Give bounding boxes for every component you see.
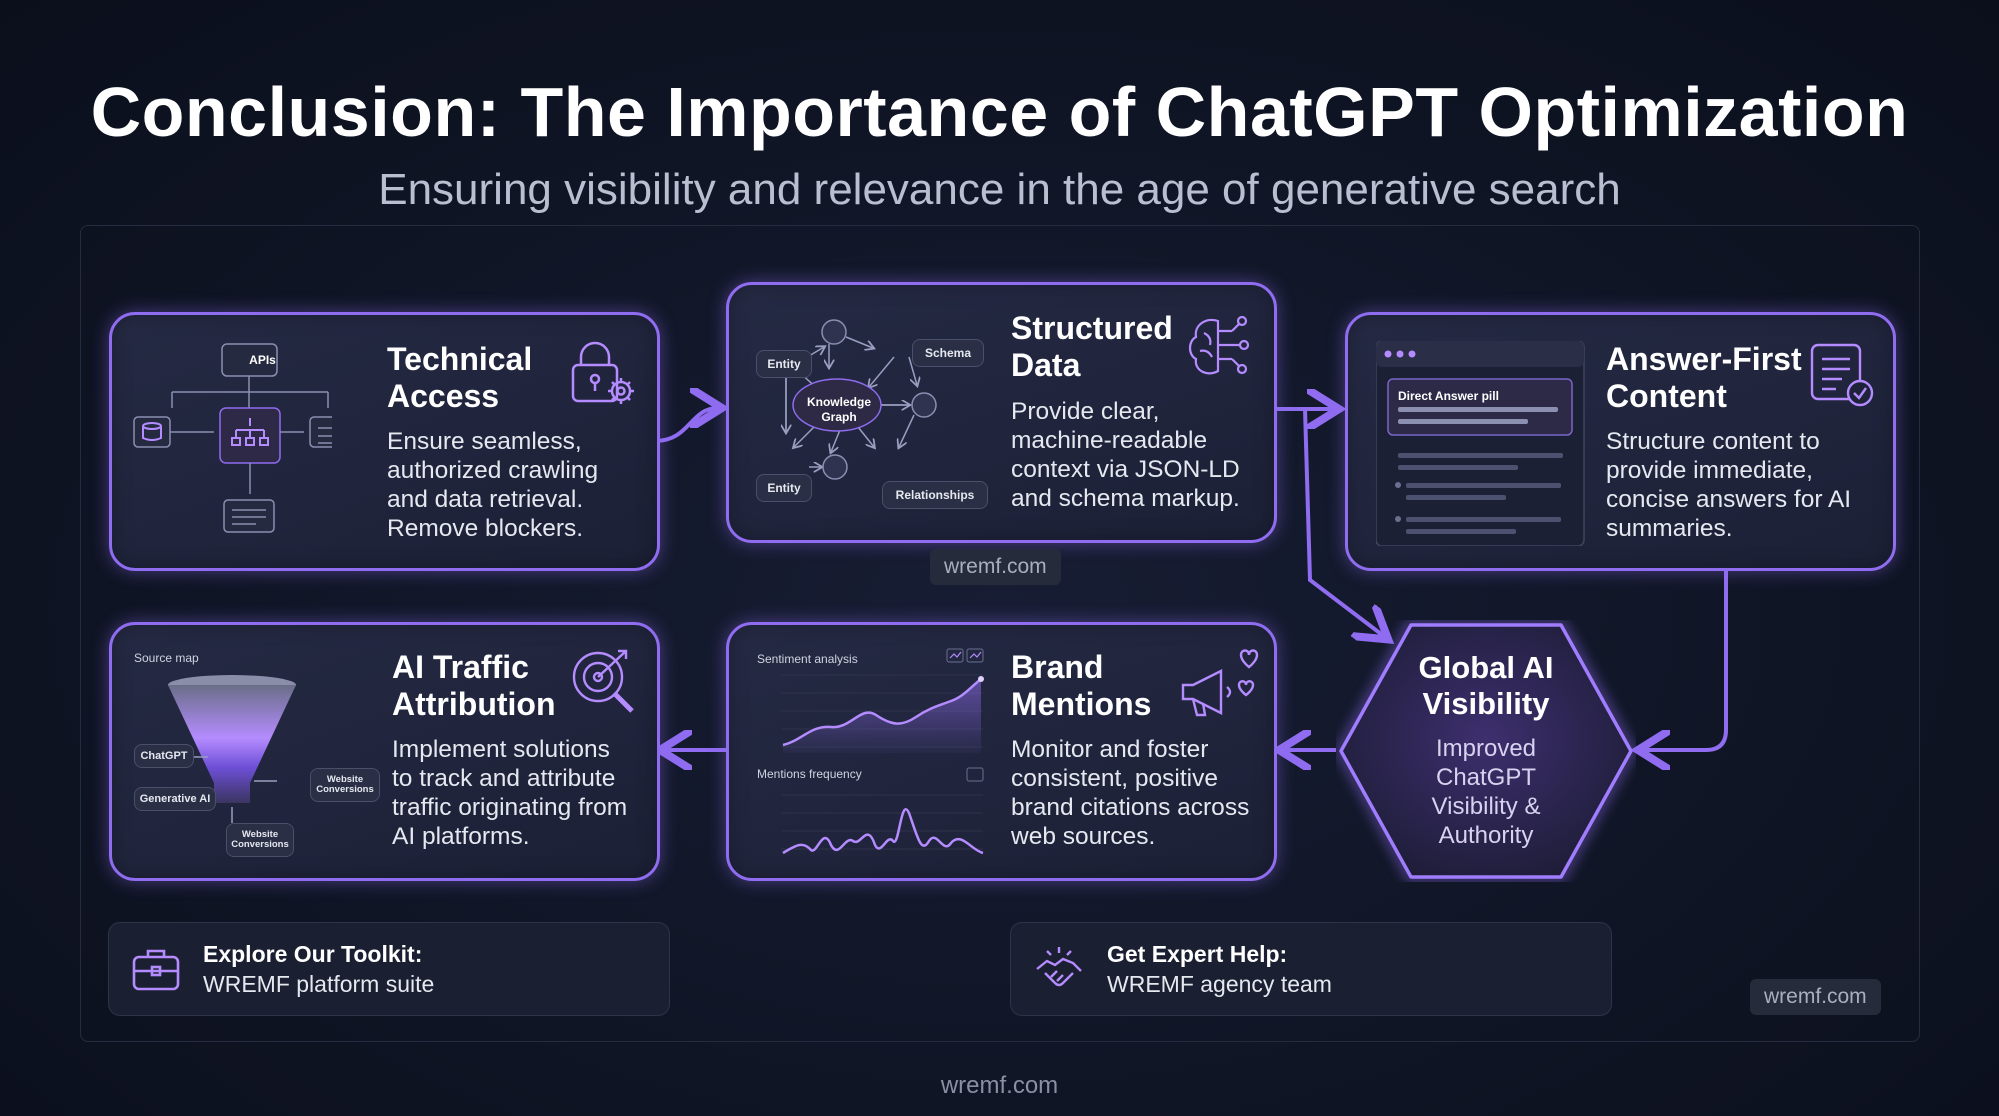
- answer-first-title: Answer-First Content: [1606, 341, 1802, 414]
- handshake-icon: [1036, 947, 1082, 987]
- toolkit-title: Explore Our Toolkit:: [203, 941, 423, 967]
- global-ai-visibility-hexagon: Global AI Visibility Improved ChatGPT Visib…: [1336, 620, 1636, 882]
- expert-help-callout[interactable]: Get Expert Help: WREMF agency team: [1010, 922, 1612, 1016]
- source-map-label: Source map: [134, 651, 199, 665]
- relationships-node: Relationships: [882, 481, 988, 509]
- sentiment-analysis-label: Sentiment analysis: [757, 652, 858, 666]
- technical-access-card: APIs Technical Access Ensure seamless, aut…: [109, 312, 660, 571]
- toolkit-subtitle: WREMF platform suite: [203, 971, 435, 997]
- ai-traffic-desc: Implement solutions to track and attribut…: [392, 736, 628, 850]
- entity-node-top: Entity: [756, 350, 812, 378]
- technical-access-desc: Ensure seamless, authorized crawling and d…: [387, 428, 599, 542]
- crawl-architecture-diagram: [133, 343, 332, 533]
- page-title: Conclusion: The Importance of ChatGPT Op…: [90, 73, 1909, 151]
- brand-mentions-card: Sentiment analysis Mentions frequency Br…: [726, 622, 1277, 881]
- global-ai-desc: Improved ChatGPT Visibility & Authority: [1431, 735, 1541, 849]
- structured-data-card: Entity Schema Knowledge Graph Entity Rela…: [726, 282, 1277, 543]
- watermark-center: wremf.com: [930, 549, 1061, 585]
- global-ai-title: Global AI Visibility: [1418, 650, 1554, 721]
- direct-answer-pill: Direct Answer pill: [1398, 389, 1499, 403]
- structured-data-desc: Provide clear, machine-readable context vi…: [1011, 398, 1240, 512]
- diagram-frame: [80, 225, 1920, 1042]
- ai-traffic-title: AI Traffic Attribution: [392, 649, 556, 722]
- arrow-technical-to-structured: [654, 408, 718, 443]
- briefcase-icon: [132, 949, 180, 991]
- apis-node-label: APIs: [249, 353, 276, 367]
- funnel-diagram: [168, 675, 296, 823]
- answer-first-card: Direct Answer pill Answer-First Content S…: [1345, 312, 1896, 571]
- generative-ai-source: Generative AI: [134, 787, 216, 811]
- ai-traffic-card: Source map ChatGPT Generative AI Website…: [109, 622, 660, 881]
- lock-gear-icon: [571, 341, 634, 404]
- expert-help-subtitle: WREMF agency team: [1107, 971, 1332, 997]
- chatgpt-source: ChatGPT: [134, 744, 194, 768]
- expert-help-title: Get Expert Help:: [1107, 941, 1288, 967]
- watermark-bottom: wremf.com: [940, 1072, 1059, 1099]
- knowledge-graph-node: Knowledge Graph: [806, 395, 871, 424]
- target-search-icon: [572, 649, 634, 713]
- browser-mock: [1376, 341, 1585, 546]
- mentions-frequency-label: Mentions frequency: [757, 767, 862, 781]
- page-subtitle: Ensuring visibility and relevance in the…: [378, 165, 1621, 214]
- toolkit-callout[interactable]: Explore Our Toolkit: WREMF platform suit…: [108, 922, 670, 1016]
- answer-first-desc: Structure content to provide immediate, co…: [1606, 428, 1852, 542]
- brand-mentions-title: Brand Mentions: [1011, 649, 1152, 722]
- megaphone-hearts-icon: [1181, 649, 1259, 717]
- brand-mentions-desc: Monitor and foster consistent, positive br…: [1011, 736, 1250, 850]
- website-conversions-right: Website Conversions: [310, 768, 380, 802]
- arrow-answer-to-global: [1642, 568, 1728, 750]
- website-conversions-bottom: Website Conversions: [226, 823, 294, 857]
- brain-network-icon: [1188, 315, 1250, 375]
- structured-data-title: Structured Data: [1011, 310, 1173, 383]
- hexagon-shape: [1336, 620, 1636, 882]
- arrow-structured-to-global: [1272, 407, 1385, 637]
- technical-access-title: Technical Access: [387, 341, 533, 414]
- entity-node-bottom: Entity: [756, 474, 812, 502]
- schema-node: Schema: [912, 339, 984, 367]
- brand-charts: [781, 648, 984, 855]
- watermark-right: wremf.com: [1750, 979, 1881, 1015]
- document-check-icon: [1810, 343, 1874, 407]
- knowledge-graph-diagram: [749, 319, 937, 480]
